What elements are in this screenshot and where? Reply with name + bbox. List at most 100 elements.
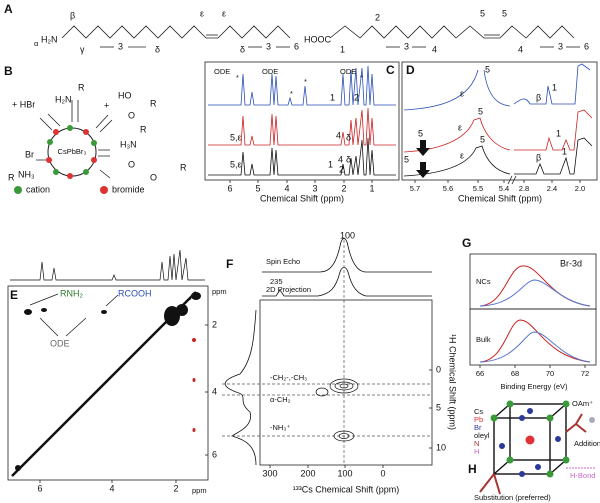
projection: [224, 309, 257, 466]
axis-break: [507, 175, 517, 185]
panel-letter: A: [4, 2, 13, 16]
peak-label: 5,ε: [230, 132, 242, 142]
x-tick-label: 1: [369, 183, 374, 193]
x-tick-label: 66: [476, 369, 484, 378]
label: R: [8, 172, 15, 182]
peak-label: δ: [346, 154, 351, 164]
projection: [262, 267, 432, 297]
peak-label: *: [290, 89, 293, 98]
peak-label: *: [360, 73, 363, 82]
axis-unit: ppm: [212, 287, 227, 296]
peak-label: 5: [404, 154, 409, 164]
label: ε: [222, 8, 226, 18]
peak-label: 5,ε: [230, 159, 242, 169]
label: 3: [404, 41, 409, 51]
label: R: [180, 162, 187, 172]
label: 5: [480, 8, 485, 18]
peak-label: 2: [354, 92, 359, 102]
x-tick-label: 6: [37, 483, 42, 493]
label: δ: [240, 44, 245, 54]
x-tick-label: 2.4: [547, 184, 557, 193]
peak-label: ODE: [340, 67, 356, 76]
peak-label: β: [536, 152, 541, 162]
label: α-CH₂: [270, 395, 291, 404]
label: Spin Echo: [266, 257, 300, 266]
x-tick-label: 3: [312, 183, 317, 193]
label: Br: [25, 149, 34, 159]
x-tick-label: 2.0: [575, 184, 585, 193]
spectrum: [208, 65, 396, 106]
label: 1: [340, 44, 345, 54]
spin-echo: [262, 238, 432, 273]
contours: [315, 378, 359, 442]
label: H₂N: [55, 94, 72, 104]
label: R: [78, 82, 85, 92]
label: HOOC: [304, 34, 332, 44]
panel-letter: D: [406, 63, 415, 77]
x-tick-label: 300: [262, 468, 277, 478]
label: O: [128, 110, 135, 120]
label: 100: [340, 230, 355, 240]
fit: [479, 279, 591, 307]
legend-label: oleyl: [474, 431, 490, 440]
peak-label: 1: [552, 82, 557, 92]
peak-label: 4: [336, 130, 341, 140]
label: -NH₃⁺: [270, 423, 290, 432]
peak-label: δ: [346, 132, 351, 142]
peak-label: 5: [485, 64, 490, 74]
label: HO: [118, 90, 132, 100]
x-tick-label: 6: [227, 183, 232, 193]
arrow: [416, 140, 430, 178]
x-tick-label: 72: [581, 369, 589, 378]
panel-letter: E: [10, 288, 18, 302]
axis-title: Chemical Shift (ppm): [458, 193, 542, 203]
plot-frame: [469, 308, 597, 366]
projection: [10, 249, 205, 281]
label: RNH₂: [60, 288, 83, 298]
y-tick-label: 5: [436, 402, 441, 412]
x-tick-label: 5: [255, 183, 260, 193]
plot-frame: [401, 61, 598, 181]
axis-unit: ppm: [192, 486, 207, 495]
legend-label: bromide: [112, 184, 145, 194]
axis-title: ¹H Chemical Shift (ppm): [448, 334, 458, 430]
label: β: [70, 10, 75, 20]
x-tick-label: 4: [284, 183, 289, 193]
peak-label: ε: [460, 150, 464, 160]
fit: [479, 319, 591, 363]
legend-label: H: [474, 447, 479, 456]
peak-label: ODE: [262, 67, 278, 76]
fit: [479, 331, 591, 363]
label: 4: [518, 44, 523, 54]
label: γ: [80, 44, 85, 54]
legend-swatch: [100, 186, 108, 194]
x-tick-label: 2.8: [519, 184, 529, 193]
label: + HBr: [12, 99, 35, 109]
x-tick-label: 2: [173, 483, 178, 493]
label: NCs: [476, 277, 491, 286]
panel-letter: F: [226, 257, 233, 271]
label: 3: [118, 41, 123, 51]
ligand-dots: [46, 125, 97, 179]
chain: [329, 25, 575, 39]
axis-title: ¹³³Cs Chemical Shift (ppm): [293, 484, 400, 494]
y-tick-label: 6: [212, 449, 217, 459]
peak-label: 1: [556, 128, 561, 138]
legend-swatch: [14, 186, 22, 194]
label: 4: [432, 44, 437, 54]
label: RCOOH: [118, 288, 152, 298]
plot-frame: [259, 299, 433, 466]
label: +: [104, 100, 109, 110]
peak-label: 2: [339, 164, 344, 174]
label: ODE: [50, 338, 70, 348]
label: 6: [584, 41, 589, 51]
peak-label: 5: [418, 128, 423, 138]
y-tick-label: 4: [212, 386, 217, 396]
chain: [61, 25, 291, 39]
x-tick-label: 70: [546, 369, 554, 378]
x-tick-label: 2: [341, 183, 346, 193]
axis-title: Binding Energy (eV): [500, 382, 568, 391]
panel-letter: H: [468, 462, 477, 476]
legend-label: cation: [26, 184, 50, 194]
pointer: [29, 291, 195, 337]
